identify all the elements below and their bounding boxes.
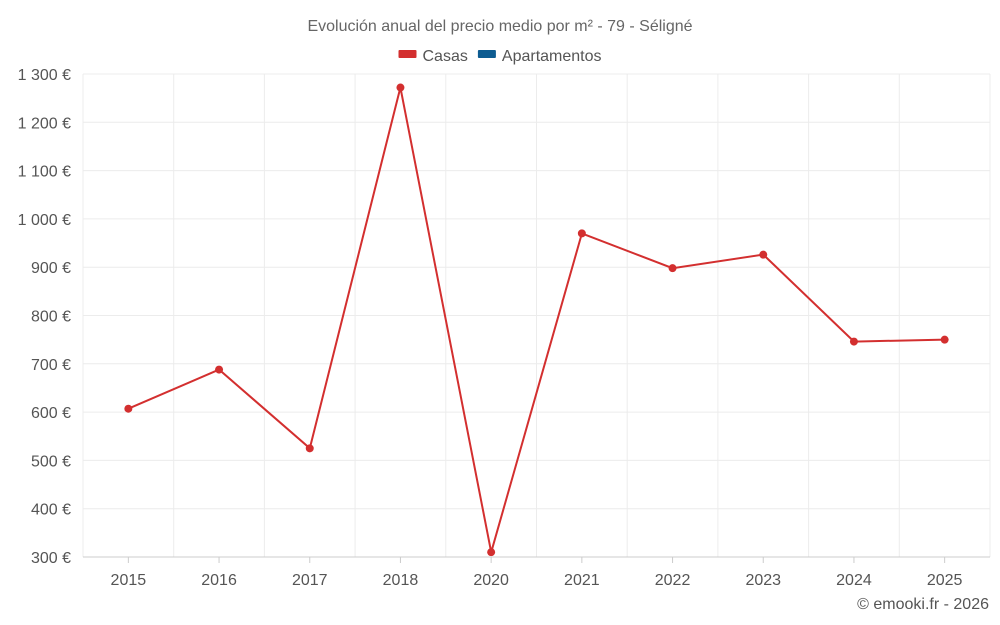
y-tick-label: 800 € bbox=[31, 309, 71, 326]
y-tick-label: 500 € bbox=[31, 453, 71, 470]
x-tick-label: 2023 bbox=[745, 572, 781, 589]
data-point[interactable] bbox=[305, 444, 314, 453]
y-tick-label: 900 € bbox=[31, 260, 71, 277]
data-point[interactable] bbox=[759, 250, 768, 259]
x-tick-label: 2015 bbox=[111, 572, 147, 589]
data-point[interactable] bbox=[668, 264, 677, 273]
y-tick-label: 1 200 € bbox=[18, 115, 71, 132]
x-tick-label: 2017 bbox=[292, 572, 328, 589]
data-point[interactable] bbox=[124, 404, 133, 413]
data-point[interactable] bbox=[577, 229, 586, 238]
y-tick-label: 400 € bbox=[31, 502, 71, 519]
x-axis: 2015 2016 2017 2018 2020 2021 2022 2023 2024 2025 bbox=[83, 556, 990, 589]
series-line-casas bbox=[127, 87, 945, 553]
series-group bbox=[124, 83, 949, 557]
data-point[interactable] bbox=[849, 337, 858, 346]
y-tick-label: 700 € bbox=[31, 357, 71, 374]
legend-swatch bbox=[398, 50, 417, 58]
legend-label: Apartamentos bbox=[502, 48, 602, 65]
x-tick-label: 2016 bbox=[201, 572, 237, 589]
data-point[interactable] bbox=[940, 335, 949, 344]
legend-label: Casas bbox=[423, 48, 468, 65]
data-point[interactable] bbox=[215, 365, 224, 374]
data-point[interactable] bbox=[396, 83, 405, 92]
y-tick-label: 600 € bbox=[31, 405, 71, 422]
y-tick-label: 1 100 € bbox=[18, 164, 71, 181]
grid bbox=[82, 73, 991, 558]
data-point[interactable] bbox=[487, 548, 496, 557]
x-tick-label: 2020 bbox=[473, 572, 509, 589]
y-tick-label: 1 000 € bbox=[18, 212, 71, 229]
y-tick-label: 1 300 € bbox=[18, 67, 71, 84]
x-tick-label: 2025 bbox=[927, 572, 963, 589]
x-tick-label: 2022 bbox=[655, 572, 691, 589]
legend-item-apartamentos[interactable]: Apartamentos bbox=[477, 48, 602, 65]
x-tick-label: 2018 bbox=[383, 572, 419, 589]
legend-item-casas[interactable]: Casas bbox=[398, 48, 468, 65]
legend-swatch bbox=[477, 50, 496, 58]
chart-title: Evolución anual del precio medio por m² … bbox=[307, 18, 692, 35]
y-tick-label: 300 € bbox=[31, 550, 71, 567]
x-tick-label: 2024 bbox=[836, 572, 872, 589]
credit-text: © emooki.fr - 2026 bbox=[857, 596, 989, 613]
legend: Casas Apartamentos bbox=[398, 48, 602, 65]
x-tick-label: 2021 bbox=[564, 572, 600, 589]
y-axis: 300 € 400 € 500 € 600 € 700 € 800 € 900 € 1 000… bbox=[18, 67, 71, 567]
